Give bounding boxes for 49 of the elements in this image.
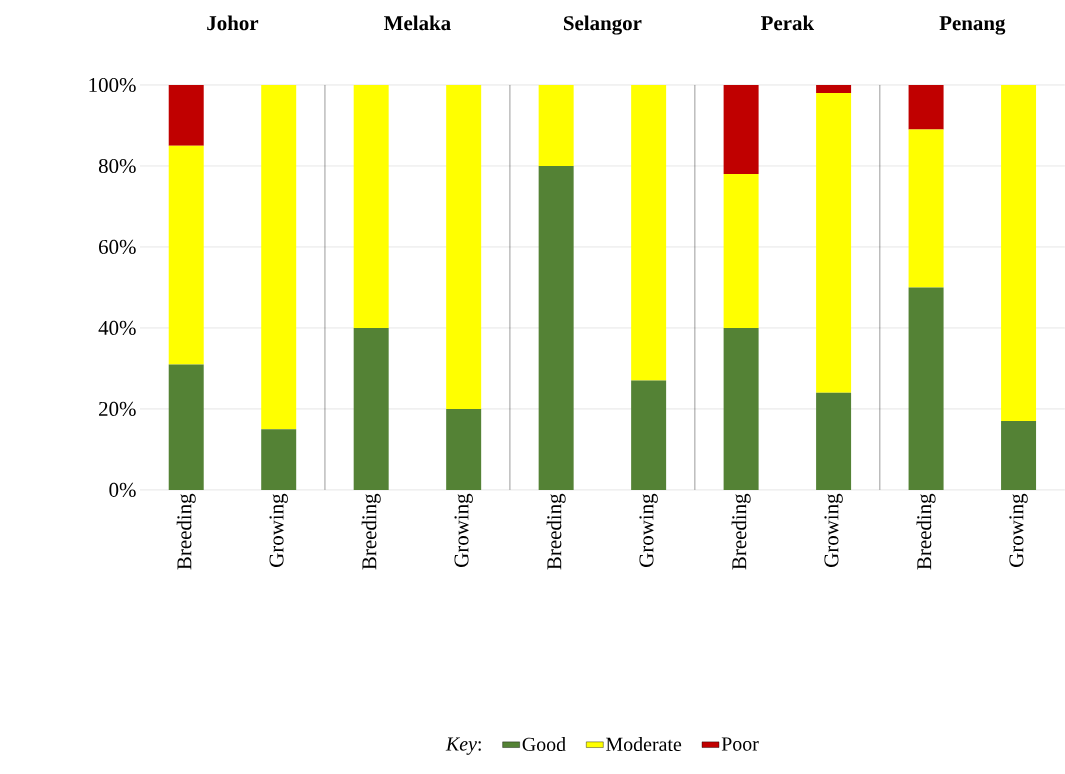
- text: Perak: [761, 15, 815, 31]
- y-tick-label: 80%: [98, 158, 136, 174]
- bar: [168, 364, 204, 490]
- bar: [1001, 421, 1037, 490]
- bar: [168, 145, 204, 365]
- bar: [353, 328, 389, 490]
- legend-label: Moderate: [606, 737, 682, 752]
- bar: [723, 328, 759, 490]
- text: Johor: [207, 15, 259, 31]
- y-tick-label: 0%: [109, 482, 136, 498]
- bar: [168, 85, 204, 146]
- x-tick-label: Breeding: [361, 493, 381, 570]
- y-tick-label: 40%: [98, 320, 136, 336]
- y-tick-label: 100%: [89, 77, 136, 93]
- y-tick-label: 60%: [99, 239, 136, 255]
- bar: [446, 85, 482, 409]
- x-tick-label: Growing: [1009, 493, 1028, 568]
- legend-label: Good: [522, 737, 566, 752]
- bar: [353, 85, 389, 329]
- x-tick-label: Growing: [824, 493, 843, 568]
- legend-title: Key:: [445, 737, 481, 755]
- bar: [261, 429, 297, 490]
- x-tick-label: Breeding: [176, 493, 196, 570]
- bar: [538, 166, 574, 490]
- bar: [816, 93, 852, 393]
- bar: [631, 85, 667, 381]
- legend-label: Poor: [721, 737, 759, 751]
- bar: [723, 85, 759, 175]
- y-tick-label: 20%: [99, 401, 136, 417]
- bar: [538, 85, 574, 167]
- x-tick-label: Growing: [639, 493, 658, 568]
- bar: [723, 174, 759, 329]
- bar: [816, 392, 852, 490]
- bar: [908, 129, 944, 288]
- bar: [1001, 85, 1037, 422]
- text: Selangor: [563, 15, 642, 35]
- bar: [446, 409, 482, 490]
- text: Melaka: [384, 15, 451, 31]
- bar: [261, 85, 297, 430]
- text: Penang: [939, 16, 1006, 35]
- x-tick-label: Breeding: [731, 493, 751, 570]
- x-tick-label: Growing: [454, 493, 473, 568]
- x-tick-label: Breeding: [916, 493, 936, 570]
- bar: [908, 287, 944, 490]
- bar: [816, 85, 852, 94]
- bar: [631, 380, 667, 490]
- bar: [908, 85, 944, 130]
- x-tick-label: Growing: [269, 493, 288, 568]
- x-tick-label: Breeding: [546, 493, 566, 570]
